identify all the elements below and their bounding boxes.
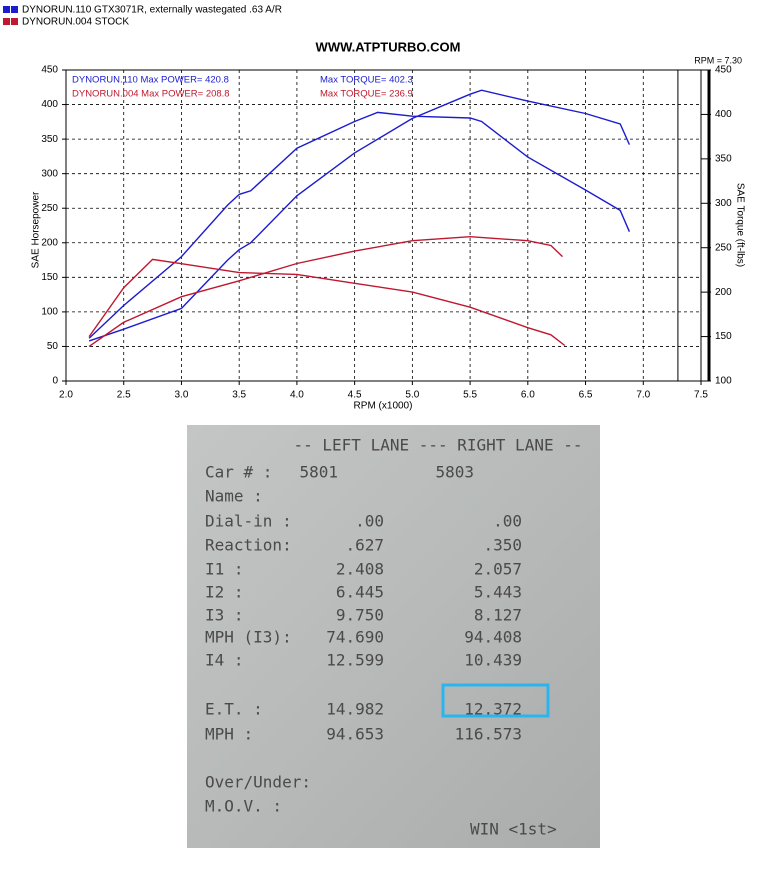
slip-left-value: 74.690 [326,628,384,647]
y-tick-label: 300 [41,168,58,179]
slip-left-value: 12.599 [326,651,384,670]
highlight-box [441,683,550,718]
x-tick-label: 3.5 [232,390,246,401]
y-axis-label: SAE Horsepower [31,191,42,268]
x-tick-label: 5.0 [405,390,419,401]
timeslip-photo [187,425,600,848]
x-tick-label: 4.5 [348,390,362,401]
slip-right-value: 5803 [435,463,474,482]
slip-left-value: 2.408 [336,560,384,579]
slip-label: I1 : [205,560,244,579]
x-tick-label: 6.0 [521,390,535,401]
y-tick-label: 400 [41,99,58,110]
y-tick-label: 250 [41,203,58,214]
x-tick-label: 3.0 [175,390,189,401]
series-line [88,258,566,347]
y2-tick-label: 200 [715,287,732,298]
y-tick-label: 0 [52,376,58,387]
slip-result: WIN <1st> [470,820,557,839]
y-tick-label: 200 [41,237,58,248]
chart-title: WWW.ATPTURBO.COM [316,39,461,54]
slip-left-value: .00 [355,512,384,531]
x-tick-label: 4.0 [290,390,304,401]
y2-tick-label: 300 [715,198,732,209]
slip-right-value: 116.573 [455,725,522,744]
x-tick-label: 5.5 [463,390,477,401]
slip-right-value: 10.439 [464,651,522,670]
slip-right-value: .00 [493,512,522,531]
slip-label: Name : [205,487,263,506]
slip-right-value: .350 [483,536,522,555]
series-line [88,111,631,339]
slip-right-value: 5.443 [474,583,522,602]
series-line [88,235,563,347]
slip-label: Dial-in : [205,512,292,531]
legend-swatch [11,18,18,25]
slip-header: -- LEFT LANE --- RIGHT LANE -- [294,436,583,455]
y2-tick-label: 350 [715,153,732,164]
y-tick-label: 100 [41,307,58,318]
slip-left-value: .627 [345,536,384,555]
annotation: DYNORUN.004 Max POWER= 208.8 [72,89,230,100]
slip-label: Reaction: [205,536,292,555]
x-tick-label: 6.5 [579,390,593,401]
slip-label: Over/Under: [205,773,311,792]
legend-label: DYNORUN.004 STOCK [22,17,129,28]
plot-frame [65,69,702,382]
y2-tick-label: 450 [715,65,732,76]
timeslip: -- LEFT LANE --- RIGHT LANE -- Car # : 580… [205,436,582,839]
annotation: Max TORQUE= 402.3 [320,75,413,86]
x-tick-label: 7.0 [636,390,650,401]
slip-label: E.T. : [205,700,263,719]
y2-tick-label: 100 [715,376,732,387]
annotation: DYNORUN.110 Max POWER= 420.8 [72,75,229,86]
y2-axis-label: SAE Torque (ft-lbs) [734,183,745,267]
legend-swatch [3,18,10,25]
slip-right-value: 2.057 [474,560,522,579]
slip-right-value: 94.408 [464,628,522,647]
slip-label: Car # : [205,463,272,482]
legend-label: DYNORUN.110 GTX3071R, externally wastega… [22,5,282,16]
slip-right-value: 12.372 [464,700,522,719]
y-tick-label: 150 [41,272,58,283]
slip-left-value: 5801 [299,463,338,482]
x-tick-label: 7.5 [694,390,708,401]
slip-left-value: 14.982 [326,700,384,719]
slip-left-value: 6.445 [336,583,384,602]
legend-swatch [11,6,18,13]
y-tick-label: 350 [41,134,58,145]
slip-label: MPH (I3): [205,628,292,647]
y2-tick-label: 400 [715,109,732,120]
y2-tick-label: 250 [715,242,732,253]
slip-label: M.O.V. : [205,797,282,816]
y2-tick-label: 150 [715,331,732,342]
x-axis-label: RPM (x1000) [354,401,413,412]
slip-label: MPH : [205,725,253,744]
legend-swatch [3,6,10,13]
x-tick-label: 2.5 [117,390,131,401]
rpm-marker-label: RPM = 7.30 [694,55,742,65]
slip-label: I4 : [205,651,244,670]
series-line [88,89,631,342]
annotation: Max TORQUE= 236.9 [320,89,413,100]
y-tick-label: 50 [47,341,59,352]
slip-left-value: 94.653 [326,725,384,744]
slip-label: I3 : [205,606,244,625]
y-tick-label: 450 [41,65,58,76]
x-tick-label: 2.0 [59,390,73,401]
slip-right-value: 8.127 [474,606,522,625]
slip-left-value: 9.750 [336,606,384,625]
slip-label: I2 : [205,583,244,602]
